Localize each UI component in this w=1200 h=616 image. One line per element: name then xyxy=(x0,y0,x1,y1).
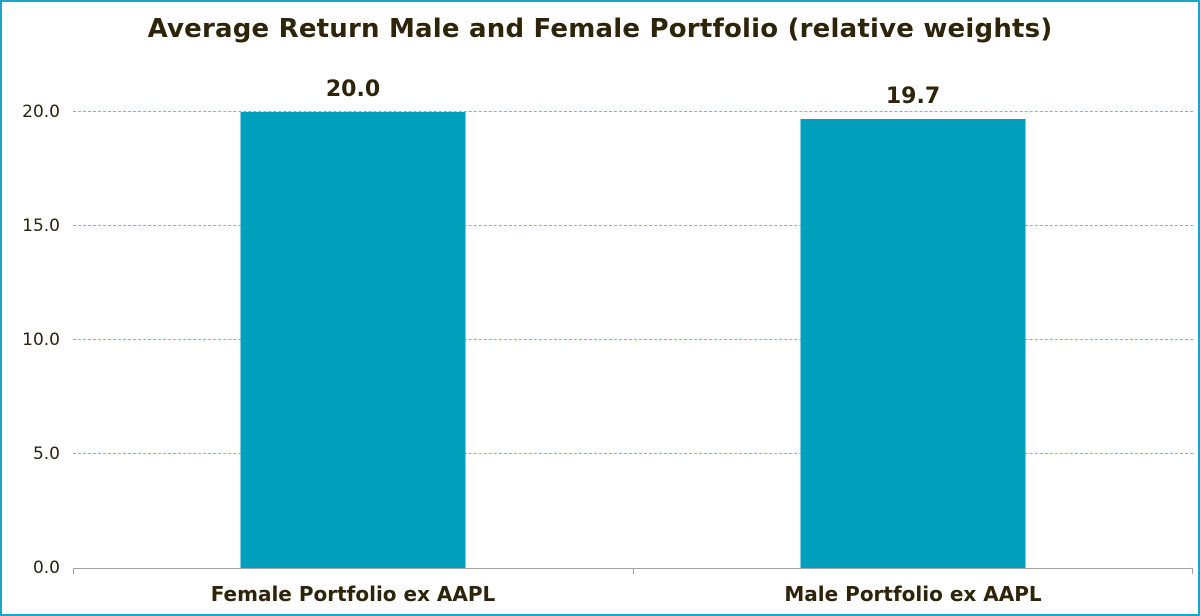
gridline-5 xyxy=(73,453,1193,454)
y-tick-label: 15.0 xyxy=(22,216,60,236)
gridline-10 xyxy=(73,339,1193,340)
chart-title: Average Return Male and Female Portfolio… xyxy=(147,14,1053,44)
x-category-label: Female Portfolio ex AAPL xyxy=(210,582,496,606)
category-male: 19.7 Male Portfolio ex AAPL xyxy=(633,84,1193,606)
y-tick-label: 20.0 xyxy=(22,102,60,122)
x-category-label: Male Portfolio ex AAPL xyxy=(784,582,1042,606)
x-axis-tick xyxy=(73,568,74,574)
y-tick-label: 0.0 xyxy=(32,558,60,578)
category-female: 20.0 Female Portfolio ex AAPL xyxy=(73,77,633,606)
bar-female xyxy=(240,112,466,568)
y-axis: 0.0 5.0 10.0 15.0 20.0 xyxy=(2,102,60,578)
bar-value-label: 19.7 xyxy=(885,83,941,109)
x-axis-tick xyxy=(1192,568,1193,574)
bar-male xyxy=(800,118,1026,568)
bar-value-label: 20.0 xyxy=(325,77,381,102)
gridline-15 xyxy=(73,225,1193,226)
y-tick-label: 10.0 xyxy=(22,330,60,350)
x-axis-tick xyxy=(633,568,634,574)
plot-area: 20.0 Female Portfolio ex AAPL 19.7 Male Por… xyxy=(73,77,1193,606)
y-tick-label: 5.0 xyxy=(32,444,60,464)
gridline-20 xyxy=(73,111,1193,112)
